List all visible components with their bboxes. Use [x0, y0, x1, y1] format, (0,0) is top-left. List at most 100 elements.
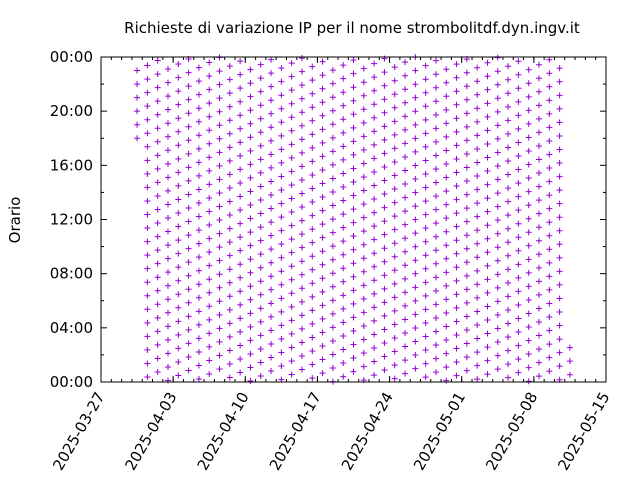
data-point [525, 310, 532, 317]
data-point [432, 301, 439, 308]
data-point [536, 224, 543, 231]
data-point [329, 134, 336, 141]
data-point [391, 91, 398, 98]
data-point [309, 239, 316, 246]
data-point [412, 311, 419, 318]
data-point [134, 135, 141, 142]
data-point [474, 132, 481, 139]
data-point [360, 309, 367, 316]
data-point [329, 175, 336, 182]
data-point [443, 323, 450, 330]
data-point [144, 306, 151, 313]
data-point [195, 362, 202, 369]
data-point [494, 81, 501, 88]
data-point [309, 361, 316, 368]
data-point [226, 333, 233, 340]
data-point [185, 191, 192, 198]
data-point [494, 325, 501, 332]
data-point [556, 295, 563, 302]
data-point [381, 69, 388, 76]
data-point [195, 145, 202, 152]
data-point [206, 222, 213, 229]
data-point [422, 292, 429, 299]
data-point [257, 210, 264, 217]
data-point [360, 146, 367, 153]
data-point [340, 332, 347, 339]
data-point [216, 176, 223, 183]
data-point [350, 300, 357, 307]
data-point [412, 216, 419, 223]
data-point [154, 341, 161, 348]
data-point [443, 269, 450, 276]
data-point [278, 322, 285, 329]
data-point [226, 279, 233, 286]
data-point [319, 207, 326, 214]
data-point [381, 150, 388, 157]
data-point [154, 165, 161, 172]
data-point [515, 58, 522, 65]
data-point [226, 144, 233, 151]
data-point [556, 308, 563, 315]
data-point [134, 108, 141, 115]
data-point [536, 305, 543, 312]
data-point [247, 147, 254, 154]
data-point [525, 324, 532, 331]
data-point [309, 158, 316, 165]
data-point [443, 296, 450, 303]
data-point [515, 288, 522, 295]
data-point [453, 88, 460, 95]
data-point [298, 258, 305, 265]
data-point [185, 340, 192, 347]
data-point [154, 287, 161, 294]
data-point [536, 156, 543, 163]
data-point [226, 320, 233, 327]
data-point [443, 242, 450, 249]
data-point [484, 140, 491, 147]
data-point [288, 222, 295, 229]
data-point [412, 189, 419, 196]
data-point [422, 116, 429, 123]
data-point [237, 193, 244, 200]
data-point [360, 201, 367, 208]
data-point [195, 159, 202, 166]
data-point [371, 196, 378, 203]
data-point [154, 368, 161, 375]
data-point [340, 319, 347, 326]
data-point [278, 173, 285, 180]
data-point [206, 73, 213, 80]
data-point [257, 129, 264, 136]
data-point [216, 338, 223, 345]
data-point [494, 339, 501, 346]
data-point [371, 277, 378, 284]
data-point [216, 325, 223, 332]
data-point [432, 71, 439, 78]
data-point [268, 354, 275, 361]
data-point [144, 76, 151, 83]
data-point [494, 149, 501, 156]
data-point [340, 360, 347, 367]
data-point [154, 84, 161, 91]
data-point [164, 215, 171, 222]
data-point [226, 198, 233, 205]
data-point [247, 80, 254, 87]
data-point [402, 167, 409, 174]
data-point [154, 125, 161, 132]
data-point [206, 167, 213, 174]
data-point [226, 90, 233, 97]
data-point [154, 71, 161, 78]
data-point [391, 375, 398, 382]
data-point [216, 366, 223, 372]
data-point [268, 259, 275, 266]
data-point [494, 190, 501, 197]
data-point [257, 183, 264, 190]
data-point [298, 271, 305, 278]
data-point [237, 369, 244, 376]
data-point [556, 200, 563, 207]
data-point [175, 291, 182, 298]
data-point [298, 353, 305, 359]
data-point [206, 330, 213, 337]
data-point [371, 60, 378, 67]
data-point [257, 156, 264, 163]
data-point [237, 315, 244, 322]
data-point [247, 350, 254, 357]
